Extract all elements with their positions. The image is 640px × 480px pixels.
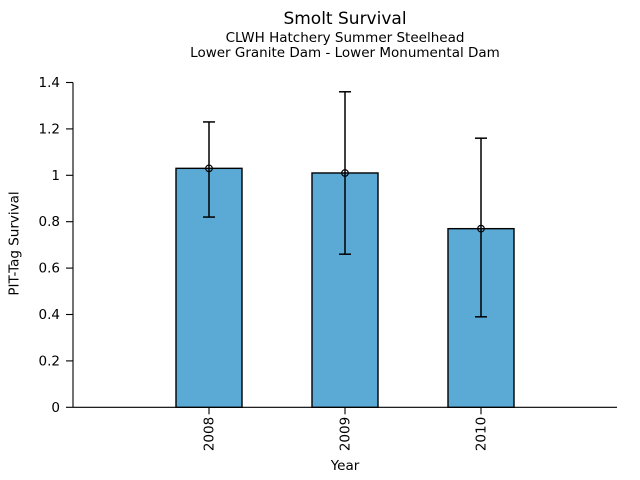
y-tick-label: 0.2 bbox=[39, 353, 60, 369]
y-tick-label: 0.6 bbox=[39, 261, 60, 277]
chart-subtitle-line2: Lower Granite Dam - Lower Monumental Dam bbox=[190, 45, 500, 61]
y-tick-label: 1.4 bbox=[39, 75, 60, 91]
y-tick-label: 0.4 bbox=[39, 307, 60, 323]
data-point-marker bbox=[341, 169, 349, 177]
x-axis-label: Year bbox=[330, 458, 360, 474]
data-point-marker bbox=[205, 164, 213, 173]
y-tick-label: 1 bbox=[51, 168, 60, 184]
chart-title: Smolt Survival bbox=[283, 9, 407, 29]
y-tick-label: 1.2 bbox=[39, 121, 60, 137]
y-tick-label: 0 bbox=[51, 400, 60, 416]
chart-subtitle-line1: CLWH Hatchery Summer Steelhead bbox=[225, 30, 465, 46]
x-tick-label: 2010 bbox=[474, 417, 490, 451]
x-tick-label: 2009 bbox=[338, 417, 354, 451]
y-tick-label: 0.8 bbox=[39, 214, 60, 230]
x-tick-label: 2008 bbox=[202, 417, 218, 451]
data-point-marker bbox=[477, 224, 485, 233]
